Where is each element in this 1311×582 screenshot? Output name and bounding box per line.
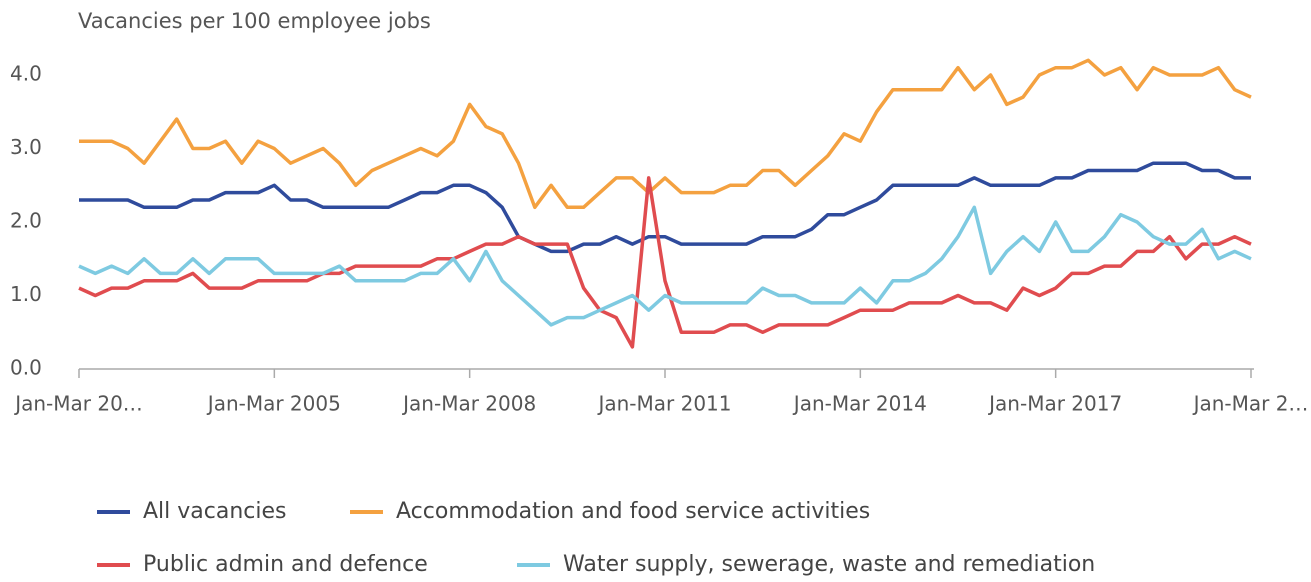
y-tick-label: 1.0 xyxy=(10,282,42,306)
x-tick-label: Jan-Mar 2008 xyxy=(401,392,536,416)
x-tick-label: Jan-Mar 2014 xyxy=(792,392,927,416)
y-tick-label: 0.0 xyxy=(10,356,42,380)
series-line xyxy=(78,205,1252,327)
legend-label: Water supply, sewerage, waste and remedi… xyxy=(563,552,1095,577)
x-tick-label: Jan-Mar 2011 xyxy=(596,392,731,416)
chart-title: Vacancies per 100 employee jobs xyxy=(78,9,431,33)
y-tick-label: 4.0 xyxy=(10,62,42,86)
legend-label: All vacancies xyxy=(143,499,287,524)
x-tick-label: Jan-Mar 20… xyxy=(13,392,143,416)
x-tick-label: Jan-Mar 2017 xyxy=(987,392,1122,416)
series-line xyxy=(79,58,1252,210)
y-tick-label: 3.0 xyxy=(10,135,42,159)
y-tick-label: 2.0 xyxy=(10,209,42,233)
legend-label: Accommodation and food service activitie… xyxy=(396,499,870,524)
series-line xyxy=(78,176,1252,349)
x-tick-label: Jan-Mar 2005 xyxy=(206,392,341,416)
series-line xyxy=(79,161,1251,254)
legend-label: Public admin and defence xyxy=(143,552,428,577)
x-tick-label: Jan-Mar 2… xyxy=(1192,392,1309,416)
legend: All vacancies Accommodation and food serv… xyxy=(97,499,1095,577)
